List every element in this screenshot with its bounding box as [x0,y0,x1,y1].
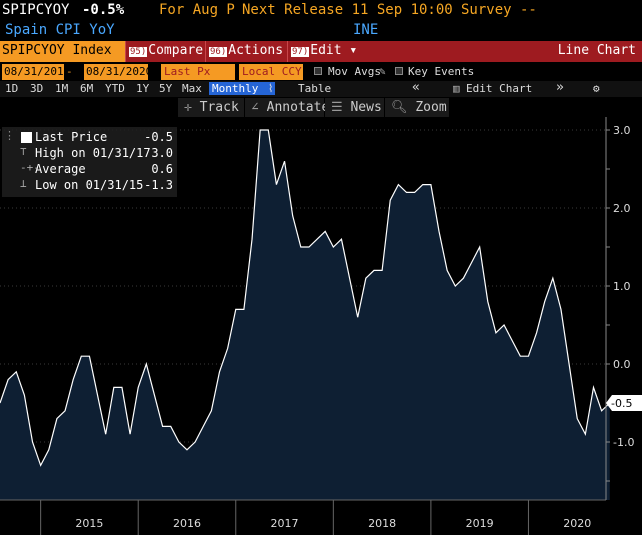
legend-high: ⊤ High on 01/31/17 3.0 [2,145,177,161]
end-date-input[interactable]: 08/31/2020 [84,64,153,80]
period-1y[interactable]: 1Y [136,82,150,95]
mov-avgs-label: Mov Avgs [328,65,381,78]
y-tick-label: -1.0 [613,436,634,449]
y-tick-label: 2.0 [613,202,631,215]
low-marker-icon: ⊥ [20,177,27,190]
subtitle-row: Spain CPI YoY INE [0,22,642,40]
last-value: -0.5% [82,2,125,18]
ticker-symbol: SPIPCYOY [2,2,70,18]
legend-low: ⊥ Low on 01/31/15 -1.3 [2,177,177,193]
legend-average-label: Average [35,162,86,176]
chart-toolbar: ✛ Track ∠ Annotate ☰ News 🔍︎ Zoom [0,98,642,117]
x-tick-label: 2019 [466,517,494,530]
news-button[interactable]: ☰ News [325,98,384,117]
date-separator: - [66,65,73,78]
key-events-checkbox[interactable] [395,67,403,75]
key-events-label: Key Events [408,65,475,78]
survey: Survey -- [461,2,537,18]
y-tick-label: 1.0 [613,280,631,293]
release-period: For Aug P [159,2,235,18]
period-1d[interactable]: 1D [5,82,19,95]
edit-number: 97) [291,47,310,57]
track-button[interactable]: ✛ Track [178,98,244,117]
security-field[interactable]: SPIPCYOY Index [0,41,125,62]
period-row: 1D 3D 1M 6M YTD 1Y 5Y Max Monthly ▾ ⌇ Ta… [0,80,642,97]
annotate-label: Annotate [266,100,330,115]
period-5y[interactable]: 5Y [159,82,173,95]
track-label: Track [199,100,239,115]
gear-icon[interactable]: ⚙ [593,82,600,95]
last-value-tag [606,395,642,411]
legend-last-price-value: -0.5 [144,130,173,144]
actions-number: 96) [209,47,228,57]
period-6m[interactable]: 6M [80,82,94,95]
actions-menu[interactable]: 96) Actions ▾ [205,41,299,62]
legend-low-value: -1.3 [144,178,173,192]
scroll-back-icon[interactable]: « [412,80,420,95]
bar-chart-icon: ▥ [453,82,460,95]
legend-swatch [21,132,32,143]
edit-menu[interactable]: 97) Edit ▾ [287,41,357,62]
news-label: News [350,100,382,115]
period-3d[interactable]: 3D [30,82,44,95]
title-row: SPIPCYOY -0.5% For Aug P Next Release 11… [0,0,642,22]
legend-high-label: High on 01/31/17 [35,146,151,160]
compare-number: 95) [129,47,148,57]
period-max[interactable]: Max [182,82,202,95]
chart-type[interactable]: Line Chart [557,43,636,58]
menubar: SPIPCYOY Index 95) Compare 96) Actions ▾ 9… [0,41,642,62]
legend-last-price-label: Last Price [35,130,108,144]
period-1m[interactable]: 1M [55,82,69,95]
annotate-button[interactable]: ∠ Annotate [245,98,329,117]
controls-row: 08/31/2014 - 08/31/2020 Last Px Local CC… [0,63,642,81]
chart-legend: ⋮ Last Price -0.5 ⊤ High on 01/31/17 3.0… [2,127,177,197]
series-line [0,129,611,467]
start-date-input[interactable]: 08/31/2014 [2,64,71,80]
legend-average: -+- Average 0.6 [2,161,177,177]
zoom-icon: 🔍︎ [391,100,416,115]
crosshair-icon: ✛ [184,100,200,115]
mov-avgs-checkbox[interactable] [314,67,322,75]
currency-select[interactable]: Local CCY [239,64,303,80]
x-tick-label: 2015 [75,517,103,530]
edit-chart-button[interactable]: Edit Chart [466,82,533,95]
compare-label: Compare [148,43,204,58]
pencil-icon[interactable]: ✎ [379,65,386,78]
chart-style-icon[interactable]: ⌇ [266,82,276,95]
period-ytd[interactable]: YTD [105,82,125,95]
y-tick-label: 0.0 [613,358,631,371]
legend-average-value: 0.6 [151,162,173,176]
x-tick-label: 2018 [368,517,396,530]
high-marker-icon: ⊤ [20,145,27,158]
area-fill [0,130,610,500]
legend-expand-icon: ⋮ [4,129,15,142]
legend-last-price: ⋮ Last Price -0.5 [2,129,177,145]
table-button[interactable]: Table [298,82,332,95]
actions-label: Actions ▾ [228,43,299,58]
security-name: Spain CPI YoY [5,22,115,38]
x-tick-label: 2020 [563,517,591,530]
x-tick-label: 2017 [271,517,299,530]
legend-low-label: Low on 01/31/15 [35,178,144,192]
scroll-forward-icon[interactable]: » [556,80,564,95]
x-tick-label: 2016 [173,517,201,530]
y-tick-label: 3.0 [613,124,631,137]
frequency-select[interactable]: Monthly ▾ [209,82,275,95]
zoom-button[interactable]: 🔍︎ Zoom [385,98,449,117]
next-release: Next Release 11 Sep 10:00 [242,2,453,18]
news-icon: ☰ [331,100,351,115]
compare-menu[interactable]: 95) Compare [125,41,205,62]
last-value-label: -0.5 [611,397,632,410]
average-marker-icon: -+- [20,161,40,174]
zoom-label: Zoom [415,100,447,115]
legend-high-value: 3.0 [151,146,173,160]
edit-label: Edit ▾ [310,43,358,58]
field-select[interactable]: Last Px [161,64,235,80]
annotate-icon: ∠ [251,100,267,115]
data-source: INE [353,22,379,38]
